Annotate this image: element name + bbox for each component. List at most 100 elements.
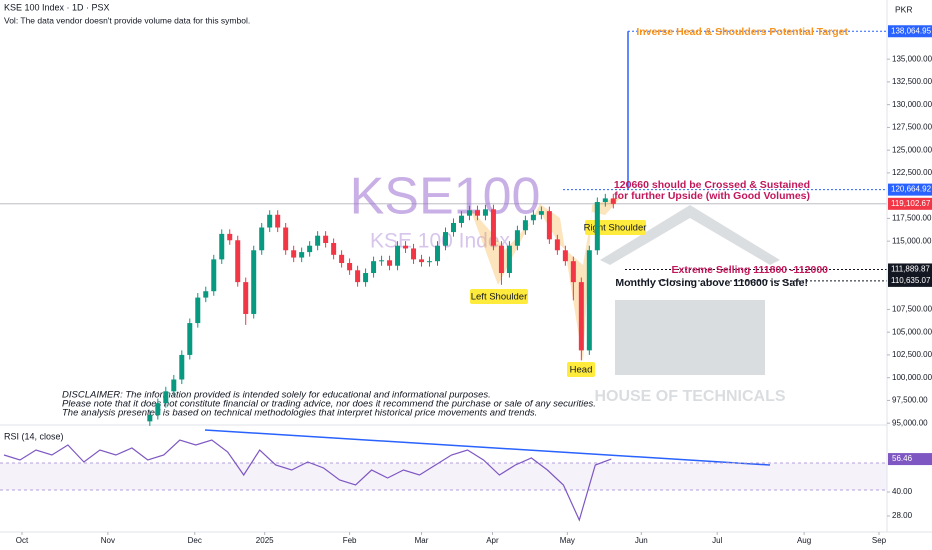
price-tag-label: 111,889.87 — [891, 265, 930, 274]
candle-body — [395, 245, 401, 266]
price-tag — [888, 274, 932, 287]
candle-body — [427, 261, 433, 263]
annotation: Inverse Head & Shoulders Potential Targe… — [636, 26, 848, 38]
candle-body — [514, 230, 520, 246]
x-tick-label: Jun — [635, 536, 648, 545]
price-tag-label: 119,102.67 — [891, 199, 931, 208]
x-tick-label: 2025 — [256, 536, 274, 545]
annotation: Extreme Selling 111800 -112000 — [672, 264, 829, 276]
currency: PKR — [895, 4, 912, 14]
candle-body — [187, 323, 193, 355]
rsi-tag — [888, 453, 932, 466]
watermark: KSE100 — [350, 168, 541, 226]
candle-body — [291, 250, 297, 258]
y-tick-label: 105,000.00 — [892, 327, 932, 336]
candle-body — [251, 250, 257, 314]
candle-body — [339, 254, 345, 264]
candle-body — [275, 214, 281, 228]
candle-body — [347, 263, 353, 271]
candle-body — [307, 245, 313, 253]
candle-body — [299, 252, 305, 258]
candle-body — [530, 214, 536, 221]
price-tag — [888, 183, 932, 196]
candle-body — [267, 214, 273, 228]
candle-body — [594, 202, 600, 251]
price-tag — [888, 25, 932, 38]
y-tick-label: 135,000.00 — [892, 54, 932, 63]
candle-body — [490, 209, 496, 246]
rsi-trendline — [204, 429, 771, 466]
y-tick-label: 115,000.00 — [892, 236, 932, 245]
candle-body — [227, 233, 233, 241]
price-tag-label: 138,064.95 — [891, 26, 932, 35]
candle-body — [243, 282, 249, 314]
x-tick-label: Jul — [712, 536, 722, 545]
candle-body — [379, 260, 385, 262]
candle-body — [235, 240, 241, 283]
y-tick-label: 97,500.00 — [892, 396, 928, 405]
rsi-tick-label: 40.00 — [892, 487, 913, 496]
candle-body — [498, 245, 504, 274]
pattern-label: Left Shoulder — [471, 292, 528, 303]
candle-body — [283, 227, 289, 251]
y-tick-label: 95,000.00 — [892, 418, 928, 427]
price-tag-label: 110,635.07 — [891, 276, 931, 285]
disclaimer: Please note that it does not constitute … — [62, 399, 596, 410]
candle-body — [602, 198, 608, 203]
y-tick-label: 117,500.00 — [892, 214, 932, 223]
candle-body — [586, 250, 592, 351]
candle-body — [474, 210, 480, 216]
logo-text: HOUSE OF TECHNICALS — [594, 388, 785, 405]
candle-body — [315, 235, 321, 246]
rsi-line — [3, 439, 612, 522]
candle-body — [419, 259, 425, 263]
candle-body — [331, 242, 337, 255]
y-tick-label: 107,500.00 — [892, 305, 932, 314]
candle-body — [163, 391, 169, 404]
pattern-label: Right Shoulder — [584, 223, 647, 234]
candle-body — [411, 248, 417, 260]
candle-body — [403, 245, 409, 249]
x-tick-label: Feb — [343, 536, 357, 545]
rsi-title: RSI (14, close) — [4, 431, 64, 441]
disclaimer: DISCLAIMER: The information provided is … — [62, 390, 491, 401]
candle-body — [482, 209, 488, 216]
logo: HOUSE OF TECHNICALS — [594, 205, 786, 405]
candle-body — [442, 232, 448, 246]
y-tick-label: 127,500.00 — [892, 123, 932, 132]
x-tick-label: Mar — [415, 536, 429, 545]
rsi-band — [0, 463, 887, 490]
x-tick-label: Oct — [16, 536, 29, 545]
candle-body — [323, 235, 329, 243]
annotation: Monthly Closing above 110600 is Safe! — [615, 277, 808, 289]
label-box — [585, 220, 646, 235]
x-tick-label: Dec — [188, 536, 202, 545]
subtitle: Vol: The data vendor doesn't provide vol… — [4, 15, 250, 25]
candle-body — [363, 273, 369, 283]
candle-body — [211, 259, 217, 292]
candle-body — [259, 227, 265, 251]
candle-body — [554, 239, 560, 251]
candle-body — [546, 211, 552, 240]
y-tick-label: 102,500.00 — [892, 350, 932, 359]
logo-roof — [600, 205, 780, 265]
x-tick-label: Sep — [872, 536, 887, 545]
y-tick-label: 100,000.00 — [892, 373, 932, 382]
candle-body — [203, 291, 209, 298]
candle-body — [610, 198, 616, 204]
logo-body — [615, 300, 765, 375]
price-tag-label: 120,664.92 — [891, 185, 932, 194]
annotation: for further Upside (with Good Volumes) — [614, 190, 810, 202]
label-box — [470, 289, 528, 304]
candle-body — [147, 414, 153, 422]
x-tick-label: Nov — [101, 536, 115, 545]
y-tick-label: 125,000.00 — [892, 145, 932, 154]
rsi-tag-label: 56.46 — [892, 454, 913, 463]
price-tag — [888, 197, 932, 210]
candle-body — [562, 250, 568, 262]
candle-body — [506, 245, 512, 274]
candle-body — [578, 282, 584, 351]
candle-body — [179, 354, 185, 380]
candle-body — [522, 220, 528, 231]
